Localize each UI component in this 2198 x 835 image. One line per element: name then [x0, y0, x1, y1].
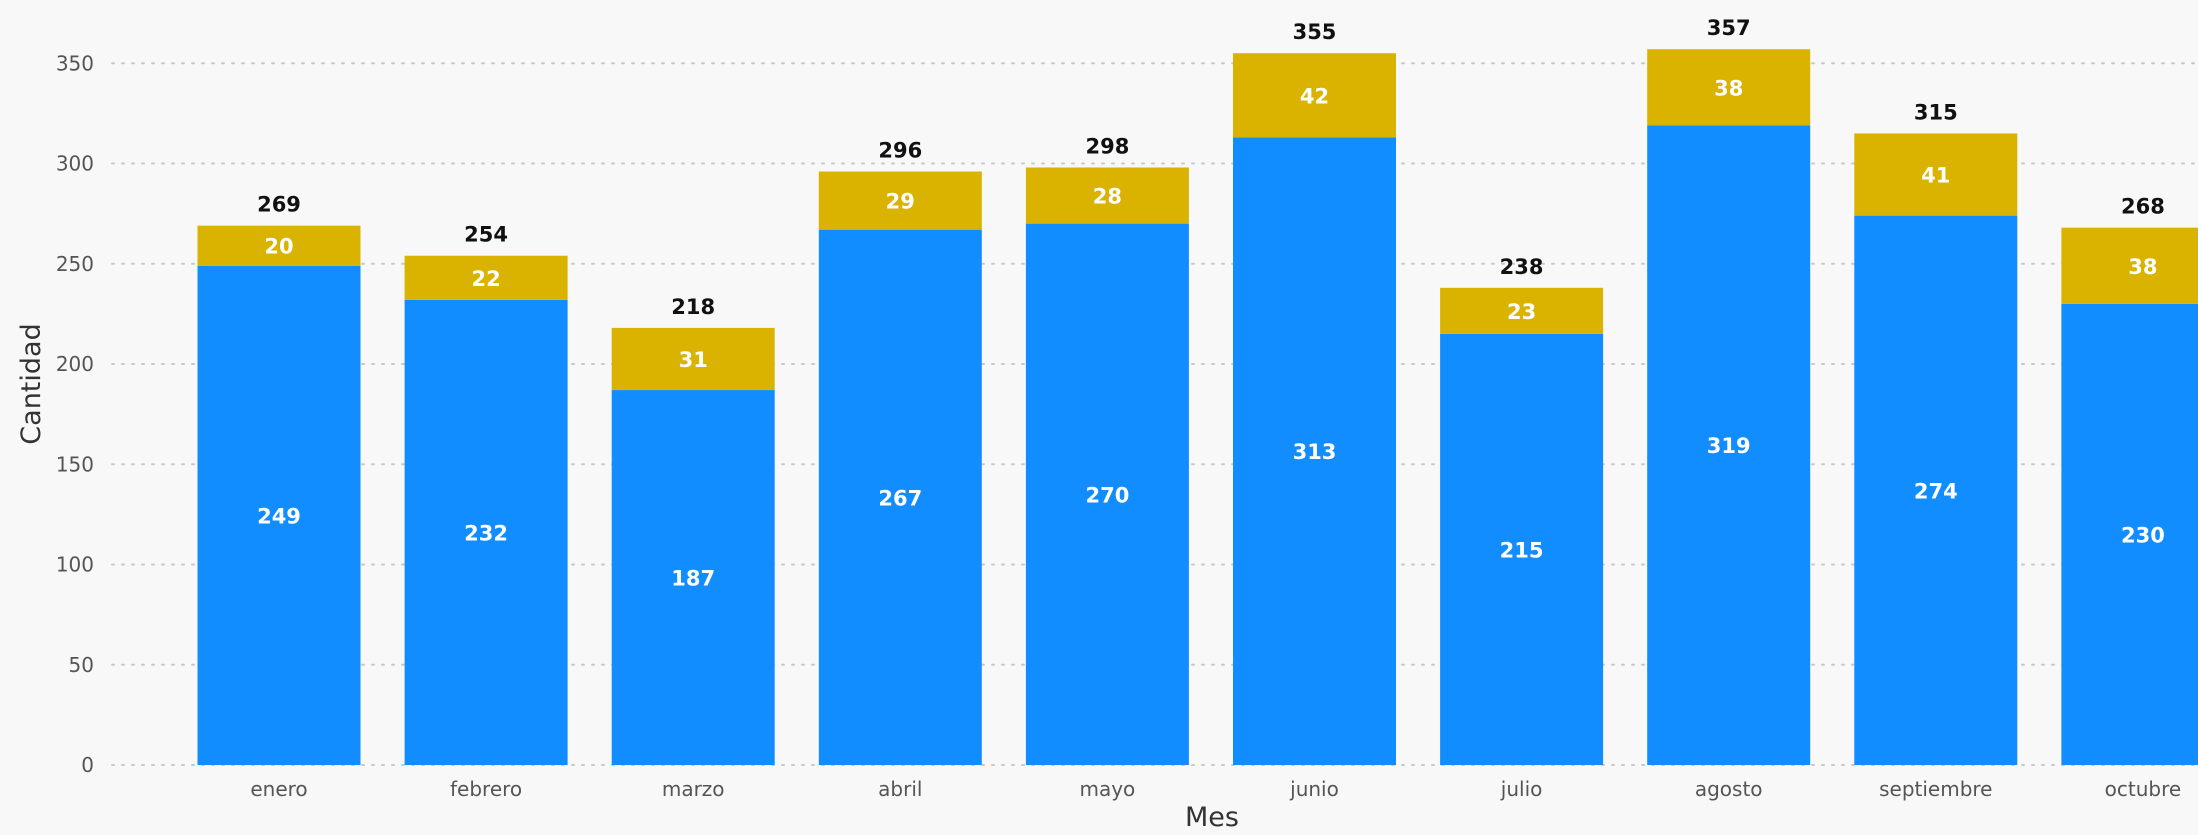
- x-tick-label: septiembre: [1879, 777, 1992, 801]
- segment-value-label: 20: [264, 235, 293, 259]
- y-tick-label: 350: [56, 51, 94, 75]
- segment-value-label: 319: [1707, 434, 1751, 458]
- segment-value-label: 38: [2128, 255, 2157, 279]
- segment-value-label: 232: [464, 521, 508, 545]
- y-tick-label: 200: [56, 352, 94, 376]
- y-tick-label: 150: [56, 452, 94, 476]
- segment-value-label: 187: [671, 567, 715, 591]
- total-value-label: 357: [1707, 16, 1751, 40]
- total-value-label: 296: [878, 139, 922, 163]
- total-value-label: 254: [464, 223, 508, 247]
- x-tick-label: mayo: [1079, 777, 1135, 801]
- segment-value-label: 38: [1714, 76, 1743, 100]
- bars: [198, 49, 2198, 765]
- x-tick-label: febrero: [450, 777, 522, 801]
- x-axis-title: Mes: [1185, 802, 1239, 831]
- segment-value-label: 23: [1507, 300, 1536, 324]
- segment-value-label: 267: [878, 486, 922, 510]
- total-value-label: 315: [1914, 100, 1958, 124]
- y-tick-label: 0: [81, 753, 94, 777]
- segment-value-label: 29: [886, 190, 915, 214]
- y-tick-label: 300: [56, 152, 94, 176]
- segment-value-label: 22: [471, 267, 500, 291]
- total-value-label: 269: [257, 193, 301, 217]
- y-tick-label: 100: [56, 553, 94, 577]
- segment-value-label: 215: [1500, 538, 1544, 562]
- segment-value-label: 41: [1921, 164, 1950, 188]
- segment-value-label: 270: [1085, 483, 1129, 507]
- y-axis-title: Cantidad: [16, 323, 47, 444]
- segment-value-label: 230: [2121, 523, 2165, 547]
- segment-value-label: 249: [257, 504, 301, 528]
- x-axis-ticks: enero febrero marzo abril mayo junio julio agos…: [250, 777, 2181, 801]
- x-tick-label: junio: [1289, 777, 1339, 801]
- x-tick-label: octubre: [2105, 777, 2182, 801]
- segment-value-label: 28: [1093, 185, 1122, 209]
- y-axis-ticks: 0 50 100 150 200 250 300 350: [56, 51, 94, 777]
- y-tick-label: 250: [56, 252, 94, 276]
- total-value-label: 238: [1500, 255, 1544, 279]
- segment-value-label: 313: [1293, 440, 1337, 464]
- total-value-label: 298: [1085, 135, 1129, 159]
- x-tick-label: agosto: [1695, 777, 1763, 801]
- segment-value-label: 274: [1914, 479, 1958, 503]
- total-value-label: 218: [671, 295, 715, 319]
- x-tick-label: abril: [878, 777, 922, 801]
- segment-value-label: 31: [679, 348, 708, 372]
- x-tick-label: marzo: [662, 777, 725, 801]
- total-value-label: 355: [1293, 20, 1337, 44]
- total-value-label: 268: [2121, 195, 2165, 219]
- segment-value-label: 42: [1300, 84, 1329, 108]
- y-tick-label: 50: [69, 653, 94, 677]
- x-tick-label: julio: [1500, 777, 1543, 801]
- x-tick-label: enero: [250, 777, 307, 801]
